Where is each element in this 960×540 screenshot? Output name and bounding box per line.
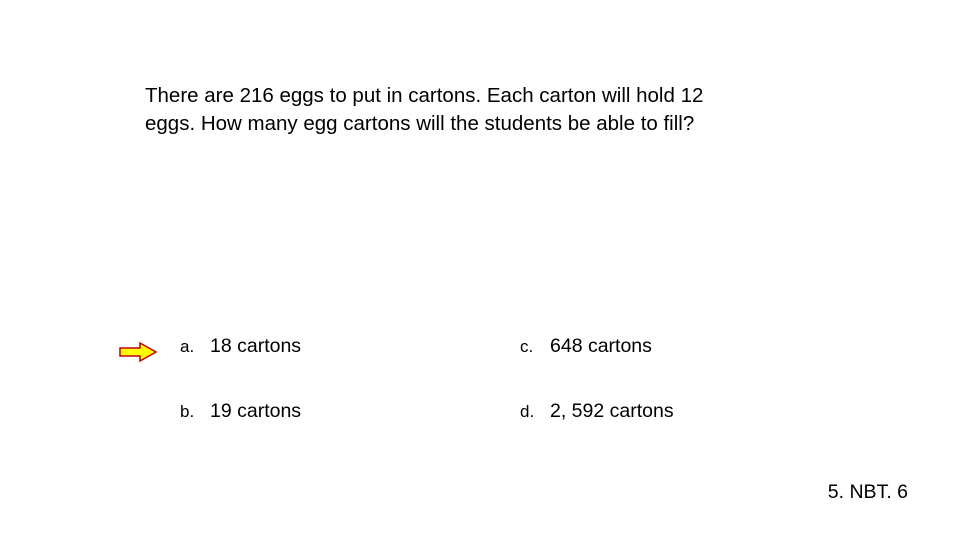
choice-value-d: 2, 592 cartons <box>550 400 674 423</box>
choice-value-c: 648 cartons <box>550 335 652 358</box>
choice-c[interactable]: c. 648 cartons <box>520 335 860 358</box>
choice-row-2: b. 19 cartons d. 2, 592 cartons <box>180 400 860 423</box>
standard-code: 5. NBT. 6 <box>828 481 908 504</box>
question-text: There are 216 eggs to put in cartons. Ea… <box>145 82 715 139</box>
choice-value-b: 19 cartons <box>210 400 301 423</box>
answer-choices: a. 18 cartons c. 648 cartons b. 19 carto… <box>180 335 860 465</box>
choice-letter-a: a. <box>180 337 210 357</box>
indicator-arrow-icon <box>118 341 158 363</box>
choice-a[interactable]: a. 18 cartons <box>180 335 520 358</box>
choice-letter-c: c. <box>520 337 550 357</box>
choice-letter-d: d. <box>520 402 550 422</box>
choice-value-a: 18 cartons <box>210 335 301 358</box>
choice-row-1: a. 18 cartons c. 648 cartons <box>180 335 860 358</box>
choice-d[interactable]: d. 2, 592 cartons <box>520 400 860 423</box>
arrow-shape <box>120 343 156 361</box>
choice-letter-b: b. <box>180 402 210 422</box>
choice-b[interactable]: b. 19 cartons <box>180 400 520 423</box>
